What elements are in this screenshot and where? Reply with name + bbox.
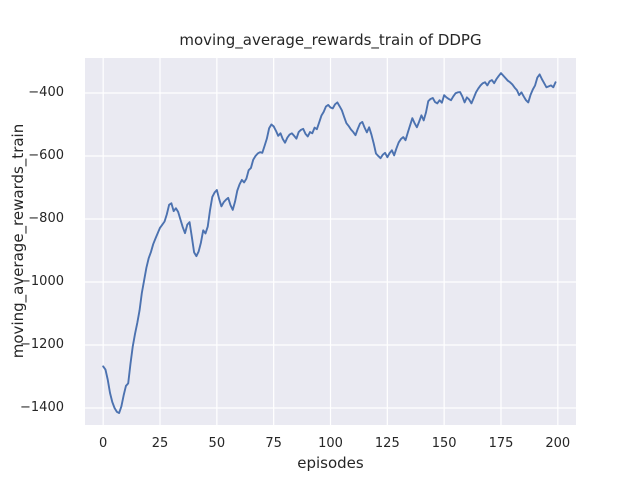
y-tick-label: −800	[28, 210, 64, 226]
x-tick-label: 75	[265, 436, 282, 451]
chart-title: moving_average_rewards_train of DDPG	[179, 31, 482, 49]
x-axis-label: episodes	[297, 454, 364, 472]
y-tick-label: −1400	[20, 399, 64, 415]
reward-line	[102, 72, 557, 414]
x-tick-label: 175	[488, 436, 514, 451]
x-tick-label: 50	[208, 436, 226, 451]
x-tick-label: 100	[318, 436, 343, 451]
x-tick-label: 200	[545, 436, 571, 451]
x-tick-label: 25	[151, 436, 169, 451]
y-tick-label: −1200	[20, 336, 64, 352]
x-tick-label: 0	[99, 436, 108, 451]
x-tick-label: 125	[374, 436, 400, 451]
x-tick-label: 150	[431, 436, 457, 451]
y-tick-label: −400	[28, 84, 64, 100]
y-tick-label: −600	[28, 147, 64, 163]
y-tick-label: −1000	[20, 273, 64, 289]
